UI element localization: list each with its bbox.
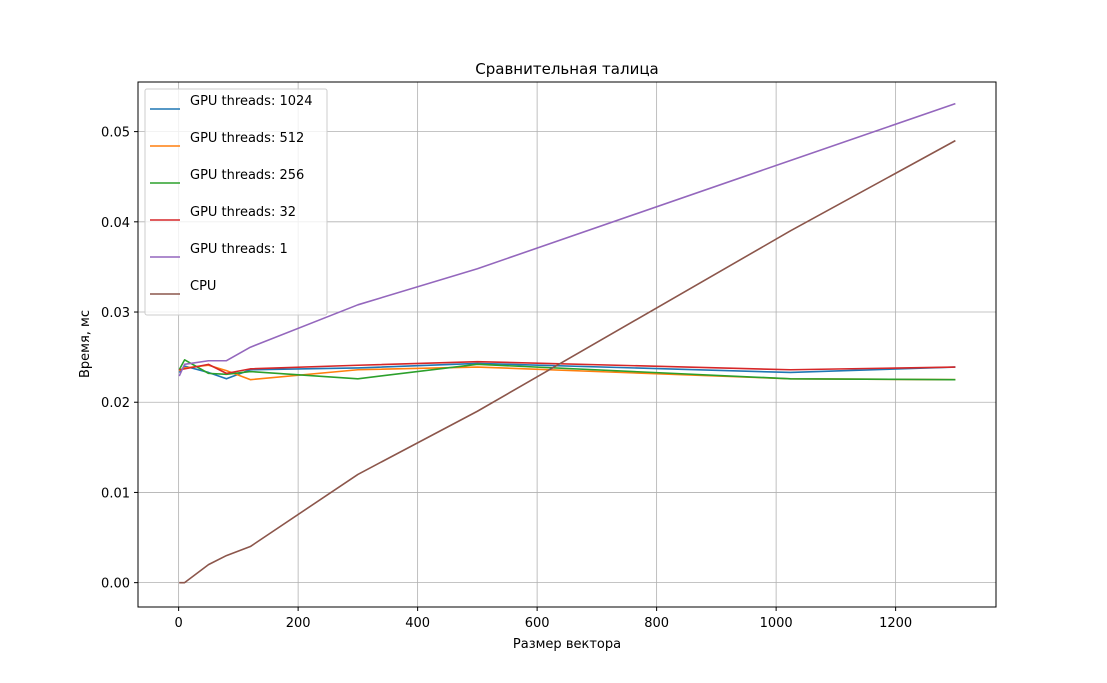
- series-line-gpu-threads-256: [178, 359, 956, 381]
- x-tick-label: 600: [525, 616, 550, 631]
- y-tick-label: 0.05: [101, 126, 130, 141]
- legend-label: GPU threads: 512: [190, 131, 304, 146]
- legend-label: GPU threads: 256: [190, 168, 304, 183]
- legend-label: GPU threads: 1024: [190, 94, 313, 109]
- x-tick-label: 800: [644, 616, 669, 631]
- legend-box: [144, 88, 328, 316]
- legend-label: GPU threads: 1: [190, 242, 288, 257]
- y-axis-ticks: 0.00 0.01 0.02 0.03 0.04 0.05: [101, 126, 138, 592]
- legend: GPU threads: 1024 GPU threads: 512 GPU thr…: [144, 88, 328, 316]
- y-tick-label: 0.02: [101, 396, 130, 411]
- y-tick-label: 0.03: [101, 306, 130, 321]
- x-tick-label: 200: [286, 616, 311, 631]
- legend-label: CPU: [190, 279, 216, 294]
- x-tick-label: 0: [174, 616, 182, 631]
- y-tick-label: 0.04: [101, 216, 130, 231]
- x-tick-label: 1200: [879, 616, 912, 631]
- series-line-gpu-threads-32: [179, 360, 956, 375]
- x-axis-ticks: 0 200 400 600 800 1000 1200: [174, 607, 912, 631]
- plot-frame: [137, 81, 997, 608]
- y-tick-label: 0.01: [101, 486, 130, 501]
- series-line-gpu-threads-1: [178, 102, 956, 377]
- x-tick-label: 1000: [760, 616, 793, 631]
- series-line-cpu: [179, 139, 956, 584]
- x-tick-label: 400: [405, 616, 430, 631]
- series-lines: [178, 102, 956, 584]
- chart-title: Сравнительная талица: [475, 60, 658, 78]
- y-axis-label: Время, мс: [78, 310, 93, 378]
- x-axis-label: Размер вектора: [513, 637, 621, 652]
- legend-label: GPU threads: 32: [190, 205, 296, 220]
- y-tick-label: 0.00: [101, 577, 130, 592]
- series-line-gpu-threads-1024: [178, 362, 956, 380]
